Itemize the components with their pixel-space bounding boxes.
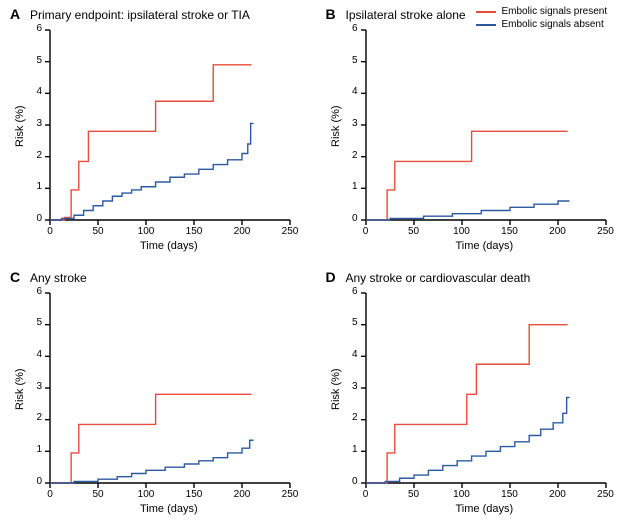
panel-title: Ipsilateral stroke alone xyxy=(346,8,466,22)
xtick-label: 200 xyxy=(543,226,573,237)
plot-area xyxy=(316,0,631,262)
ytick-label: 2 xyxy=(338,150,358,161)
plot-area xyxy=(0,0,315,262)
ytick-label: 6 xyxy=(338,286,358,297)
ytick-label: 2 xyxy=(338,412,358,423)
legend-swatch xyxy=(476,24,496,26)
y-axis-label: Risk (%) xyxy=(330,368,342,410)
ytick-label: 4 xyxy=(22,349,42,360)
y-axis-label: Risk (%) xyxy=(14,105,26,147)
xtick-label: 200 xyxy=(227,489,257,500)
xtick-label: 100 xyxy=(131,489,161,500)
plot-area xyxy=(0,263,315,525)
xtick-label: 50 xyxy=(83,226,113,237)
ytick-label: 4 xyxy=(22,86,42,97)
ytick-label: 1 xyxy=(338,444,358,455)
ytick-label: 5 xyxy=(338,55,358,66)
panel-title: Any stroke or cardiovascular death xyxy=(346,271,531,285)
series-present xyxy=(50,65,252,220)
xtick-label: 50 xyxy=(399,226,429,237)
x-axis-label: Time (days) xyxy=(456,503,514,515)
ytick-label: 2 xyxy=(22,150,42,161)
panel-title: Primary endpoint: ipsilateral stroke or … xyxy=(30,8,250,22)
ytick-label: 6 xyxy=(338,23,358,34)
ytick-label: 0 xyxy=(22,476,42,487)
xtick-label: 150 xyxy=(179,226,209,237)
legend: Embolic signals present Embolic signals a… xyxy=(476,6,608,32)
xtick-label: 250 xyxy=(275,489,305,500)
legend-label: Embolic signals absent xyxy=(502,19,604,30)
panel-title: Any stroke xyxy=(30,271,87,285)
xtick-label: 250 xyxy=(591,226,621,237)
ytick-label: 4 xyxy=(338,349,358,360)
ytick-label: 4 xyxy=(338,86,358,97)
xtick-label: 50 xyxy=(399,489,429,500)
y-axis-label: Risk (%) xyxy=(330,105,342,147)
ytick-label: 0 xyxy=(22,213,42,224)
panel-label: C xyxy=(10,269,20,285)
xtick-label: 0 xyxy=(35,226,65,237)
series-present xyxy=(366,131,568,220)
plot-area xyxy=(316,263,631,525)
xtick-label: 100 xyxy=(447,489,477,500)
ytick-label: 5 xyxy=(338,317,358,328)
ytick-label: 6 xyxy=(22,286,42,297)
legend-item: Embolic signals present xyxy=(476,6,608,17)
ytick-label: 1 xyxy=(22,181,42,192)
y-axis-label: Risk (%) xyxy=(14,368,26,410)
xtick-label: 100 xyxy=(447,226,477,237)
ytick-label: 6 xyxy=(22,23,42,34)
panel-label: B xyxy=(326,6,336,22)
panel-label: D xyxy=(326,269,336,285)
series-present xyxy=(366,324,568,482)
panel-d: DAny stroke or cardiovascular death05010… xyxy=(316,263,631,525)
series-absent xyxy=(366,397,570,483)
series-absent xyxy=(50,440,254,483)
panel-c: CAny stroke0501001502002500123456Risk (%… xyxy=(0,263,315,525)
xtick-label: 150 xyxy=(179,489,209,500)
xtick-label: 0 xyxy=(35,489,65,500)
xtick-label: 200 xyxy=(227,226,257,237)
xtick-label: 50 xyxy=(83,489,113,500)
xtick-label: 150 xyxy=(495,226,525,237)
ytick-label: 0 xyxy=(338,476,358,487)
x-axis-label: Time (days) xyxy=(140,240,198,252)
ytick-label: 2 xyxy=(22,412,42,423)
xtick-label: 150 xyxy=(495,489,525,500)
xtick-label: 200 xyxy=(543,489,573,500)
xtick-label: 250 xyxy=(591,489,621,500)
x-axis-label: Time (days) xyxy=(456,240,514,252)
panel-a: A Primary endpoint: ipsilateral stroke or… xyxy=(0,0,315,262)
legend-swatch xyxy=(476,11,496,13)
xtick-label: 0 xyxy=(351,226,381,237)
legend-label: Embolic signals present xyxy=(502,6,608,17)
series-absent xyxy=(50,123,254,220)
xtick-label: 0 xyxy=(351,489,381,500)
x-axis-label: Time (days) xyxy=(140,503,198,515)
legend-item: Embolic signals absent xyxy=(476,19,608,30)
ytick-label: 5 xyxy=(22,55,42,66)
series-absent xyxy=(366,201,570,220)
xtick-label: 250 xyxy=(275,226,305,237)
ytick-label: 0 xyxy=(338,213,358,224)
xtick-label: 100 xyxy=(131,226,161,237)
ytick-label: 5 xyxy=(22,317,42,328)
ytick-label: 1 xyxy=(22,444,42,455)
panel-b: BIpsilateral stroke alone050100150200250… xyxy=(316,0,631,262)
panel-label: A xyxy=(10,6,20,22)
ytick-label: 1 xyxy=(338,181,358,192)
